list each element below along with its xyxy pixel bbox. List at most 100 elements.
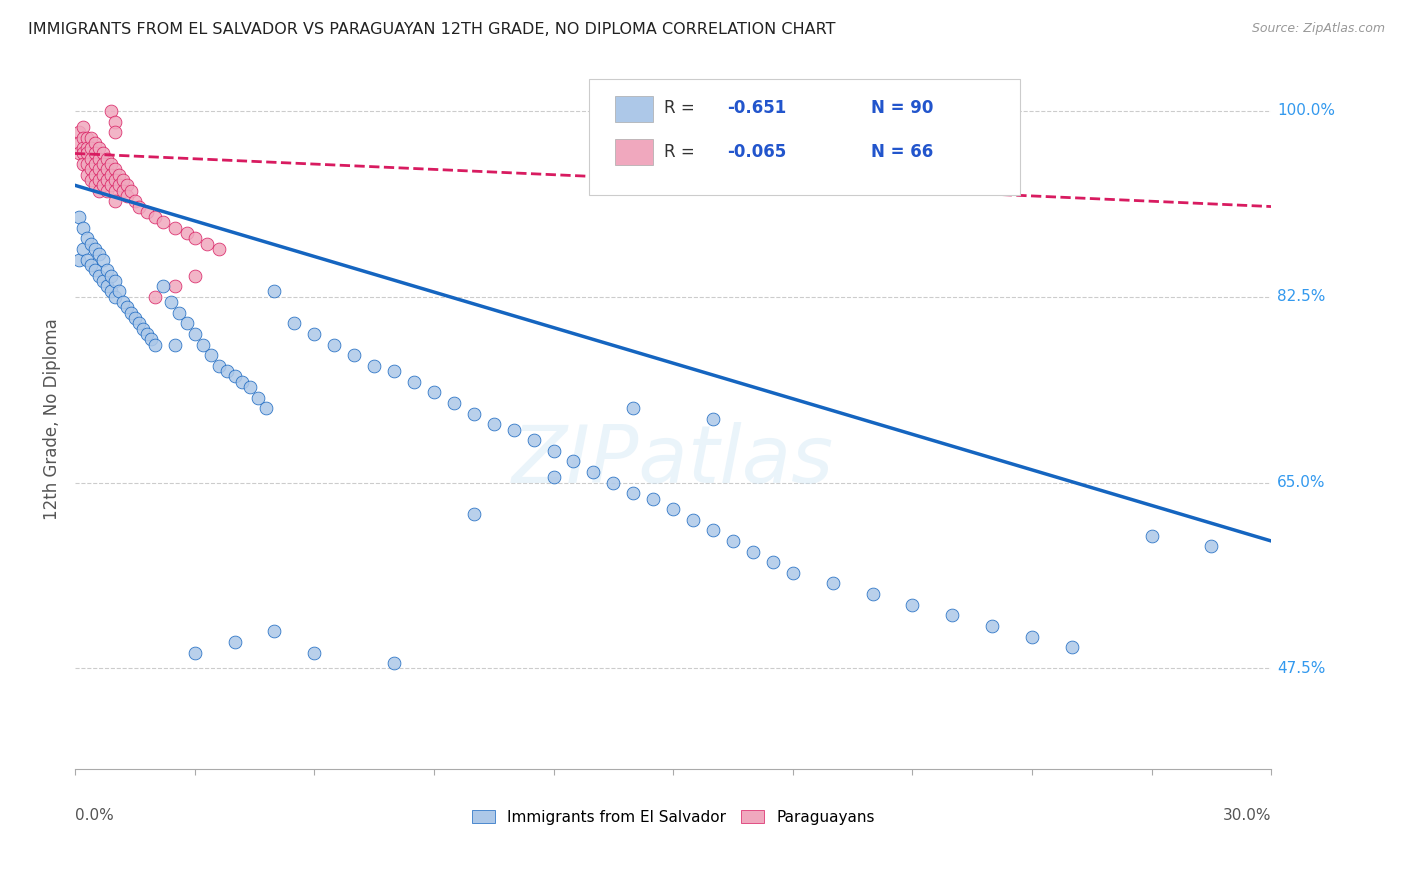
Point	[207, 242, 229, 256]
FancyBboxPatch shape	[614, 139, 652, 165]
Point	[191, 337, 214, 351]
Point	[283, 317, 305, 331]
Point	[84, 178, 107, 193]
Point	[87, 268, 110, 283]
Point	[135, 205, 157, 219]
Point	[621, 486, 644, 500]
Point	[463, 407, 485, 421]
Point	[115, 189, 138, 203]
Point	[482, 417, 505, 432]
Text: N = 66: N = 66	[870, 143, 932, 161]
Point	[115, 178, 138, 193]
Point	[80, 152, 103, 166]
Text: 0.0%: 0.0%	[75, 808, 114, 822]
Point	[100, 268, 122, 283]
Point	[67, 136, 90, 150]
Point	[239, 380, 262, 394]
Point	[76, 252, 98, 267]
Point	[562, 454, 585, 468]
Point	[80, 258, 103, 272]
Point	[176, 226, 198, 240]
Point	[152, 279, 174, 293]
Point	[215, 364, 238, 378]
Point	[91, 178, 114, 193]
Point	[87, 247, 110, 261]
Point	[183, 231, 205, 245]
Text: 82.5%: 82.5%	[1277, 289, 1326, 304]
Point	[91, 146, 114, 161]
Point	[72, 130, 94, 145]
Point	[602, 475, 624, 490]
Point	[96, 162, 118, 177]
Point	[100, 103, 122, 118]
Point	[104, 162, 127, 177]
Point	[941, 608, 963, 623]
Point	[76, 231, 98, 245]
Point	[96, 263, 118, 277]
Point	[72, 220, 94, 235]
Point	[682, 513, 704, 527]
Point	[104, 274, 127, 288]
Point	[96, 173, 118, 187]
Text: -0.651: -0.651	[727, 100, 786, 118]
Point	[304, 326, 326, 341]
Point	[443, 396, 465, 410]
Text: 100.0%: 100.0%	[1277, 103, 1336, 119]
Point	[163, 279, 186, 293]
Point	[159, 295, 181, 310]
Text: ZIPatlas: ZIPatlas	[512, 422, 834, 500]
Point	[84, 168, 107, 182]
Point	[104, 290, 127, 304]
Point	[72, 242, 94, 256]
Point	[862, 587, 884, 601]
Point	[108, 178, 131, 193]
Point	[981, 619, 1004, 633]
Point	[72, 120, 94, 134]
Point	[80, 162, 103, 177]
Point	[263, 624, 285, 639]
Text: Source: ZipAtlas.com: Source: ZipAtlas.com	[1251, 22, 1385, 36]
Point	[115, 301, 138, 315]
Point	[662, 502, 685, 516]
Point	[120, 184, 142, 198]
Point	[143, 337, 166, 351]
Point	[67, 146, 90, 161]
Point	[135, 326, 157, 341]
Point	[104, 194, 127, 209]
Point	[87, 173, 110, 187]
Point	[100, 285, 122, 299]
Point	[80, 130, 103, 145]
Point	[502, 423, 524, 437]
Point	[721, 534, 744, 549]
Point	[207, 359, 229, 373]
Point	[463, 508, 485, 522]
Point	[901, 598, 924, 612]
Point	[87, 184, 110, 198]
Point	[382, 364, 405, 378]
Text: R =: R =	[664, 143, 700, 161]
Point	[80, 236, 103, 251]
Point	[183, 646, 205, 660]
Legend: Immigrants from El Salvador, Paraguayans: Immigrants from El Salvador, Paraguayans	[471, 810, 875, 825]
Point	[104, 173, 127, 187]
Text: 30.0%: 30.0%	[1223, 808, 1271, 822]
Point	[91, 274, 114, 288]
Point	[263, 285, 285, 299]
Point	[84, 242, 107, 256]
Point	[128, 317, 150, 331]
Point	[87, 141, 110, 155]
Point	[702, 524, 724, 538]
Point	[183, 326, 205, 341]
Point	[183, 268, 205, 283]
Text: -0.065: -0.065	[727, 143, 786, 161]
Point	[104, 114, 127, 128]
Point	[67, 125, 90, 139]
Point	[72, 157, 94, 171]
Point	[143, 210, 166, 224]
Point	[163, 337, 186, 351]
Point	[128, 200, 150, 214]
Text: 65.0%: 65.0%	[1277, 475, 1326, 490]
Point	[91, 252, 114, 267]
Point	[195, 236, 218, 251]
Point	[124, 194, 146, 209]
